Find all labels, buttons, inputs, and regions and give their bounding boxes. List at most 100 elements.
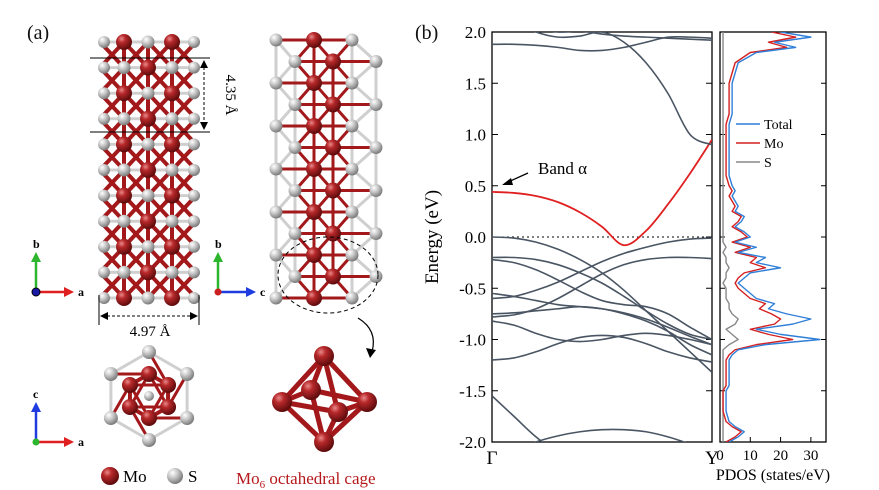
legend-label: Total bbox=[764, 118, 793, 133]
mo-atom bbox=[121, 399, 138, 415]
mo-bond bbox=[280, 354, 326, 404]
mo-atom bbox=[116, 85, 132, 102]
mo-atom bbox=[325, 139, 341, 156]
y-tick-label: 2.0 bbox=[465, 23, 486, 42]
band-line bbox=[492, 305, 712, 346]
s-atom bbox=[369, 98, 383, 111]
s-atom bbox=[142, 345, 156, 359]
mo-atom bbox=[306, 247, 322, 263]
s-atom bbox=[180, 411, 195, 425]
mo-atom bbox=[140, 162, 156, 178]
mo-atom bbox=[272, 392, 292, 412]
mo-atom bbox=[140, 213, 156, 230]
mo-atom bbox=[314, 432, 334, 452]
s-atom bbox=[98, 292, 110, 304]
mo-atom bbox=[141, 366, 157, 382]
s-atom bbox=[180, 367, 195, 381]
s-atom bbox=[117, 214, 131, 228]
mo-atom bbox=[121, 377, 138, 393]
mo-atom bbox=[306, 161, 322, 177]
axis-a-label: a bbox=[78, 285, 84, 299]
band-line bbox=[492, 334, 712, 363]
legend-s-label: S bbox=[188, 467, 197, 486]
pdos-x-tick-label: 20 bbox=[773, 448, 788, 464]
s-atom bbox=[188, 240, 200, 253]
s-atom bbox=[345, 248, 359, 262]
s-atom bbox=[165, 61, 179, 75]
pdos-x-tick-label: 30 bbox=[803, 448, 818, 464]
s-atom bbox=[269, 119, 283, 133]
axis-b-label: b bbox=[33, 237, 40, 251]
mo-atom bbox=[301, 380, 321, 400]
s-atom bbox=[142, 433, 156, 447]
s-bond bbox=[148, 350, 188, 376]
mo-atom bbox=[164, 85, 180, 102]
pdos-mo-line bbox=[722, 32, 797, 442]
s-atom bbox=[188, 189, 200, 202]
axis-b2-label: b bbox=[215, 237, 222, 251]
y-tick-label: 0.5 bbox=[465, 177, 486, 196]
x-tick-label-y: Y bbox=[705, 448, 719, 469]
s-atom bbox=[98, 215, 110, 228]
y-axis-label: Energy (eV) bbox=[422, 190, 443, 284]
s-atom bbox=[188, 266, 200, 279]
band-plot-frame bbox=[491, 31, 713, 443]
s-atom bbox=[188, 36, 200, 48]
axis-a2-label: a bbox=[78, 435, 84, 449]
legend-mo-label: Mo bbox=[123, 467, 147, 486]
s-atom bbox=[345, 76, 359, 90]
s-atom bbox=[188, 61, 200, 74]
band-line bbox=[492, 395, 544, 442]
mo-atom bbox=[140, 110, 156, 127]
y-tick-label: 0.0 bbox=[465, 228, 486, 247]
band-alpha-line bbox=[492, 139, 712, 247]
s-atom bbox=[141, 291, 155, 305]
s-atom bbox=[165, 163, 179, 177]
mo-atom bbox=[160, 399, 177, 415]
mo-atom bbox=[116, 136, 132, 153]
mo-atom bbox=[328, 402, 348, 422]
s-atom bbox=[98, 266, 110, 279]
s-atom bbox=[98, 36, 110, 48]
s-atom bbox=[369, 227, 383, 240]
s-atom bbox=[369, 55, 383, 68]
mo-atom bbox=[325, 53, 341, 70]
mo-atom bbox=[160, 377, 177, 393]
legend-label: Mo bbox=[764, 137, 783, 152]
y-tick-label: -2.0 bbox=[459, 433, 486, 452]
crystal-structure-panel: 4.35 Å 4.97 Å b a b c c a bbox=[31, 32, 383, 490]
s-atom bbox=[288, 184, 302, 197]
s-atom bbox=[165, 214, 179, 228]
s-atom bbox=[188, 164, 200, 176]
band-line bbox=[492, 258, 712, 341]
pdos-x-tick-label: 10 bbox=[743, 448, 758, 464]
axis-triad-bc: b c bbox=[213, 237, 266, 299]
s-atom bbox=[141, 189, 155, 203]
s-atom bbox=[141, 137, 155, 151]
band-line bbox=[533, 32, 712, 146]
mo-atom bbox=[306, 75, 322, 91]
mo-atom bbox=[140, 59, 156, 76]
s-atom bbox=[117, 61, 131, 75]
dimension-width: 4.97 Å bbox=[98, 295, 200, 340]
y-tick-label: 1.0 bbox=[465, 126, 486, 145]
legend-label: S bbox=[764, 156, 772, 171]
s-atom bbox=[288, 98, 302, 111]
mo-atom bbox=[116, 34, 132, 50]
mo-atom bbox=[306, 204, 322, 220]
axis-triad-ca: c a bbox=[31, 387, 84, 449]
y-tick-label: -1.5 bbox=[459, 382, 486, 401]
mo-atom bbox=[164, 136, 180, 153]
mo-atom bbox=[314, 346, 334, 366]
s-atom bbox=[117, 112, 131, 126]
dim-height-label: 4.35 Å bbox=[222, 75, 238, 116]
s-atom bbox=[369, 141, 383, 154]
s-atom bbox=[345, 291, 359, 305]
s-atom bbox=[141, 240, 155, 254]
s-atom bbox=[269, 76, 283, 90]
s-atom bbox=[98, 240, 110, 253]
s-atom bbox=[188, 138, 200, 151]
mo-atom bbox=[325, 182, 341, 199]
s-atom bbox=[98, 138, 110, 151]
mo-atom bbox=[164, 34, 180, 50]
